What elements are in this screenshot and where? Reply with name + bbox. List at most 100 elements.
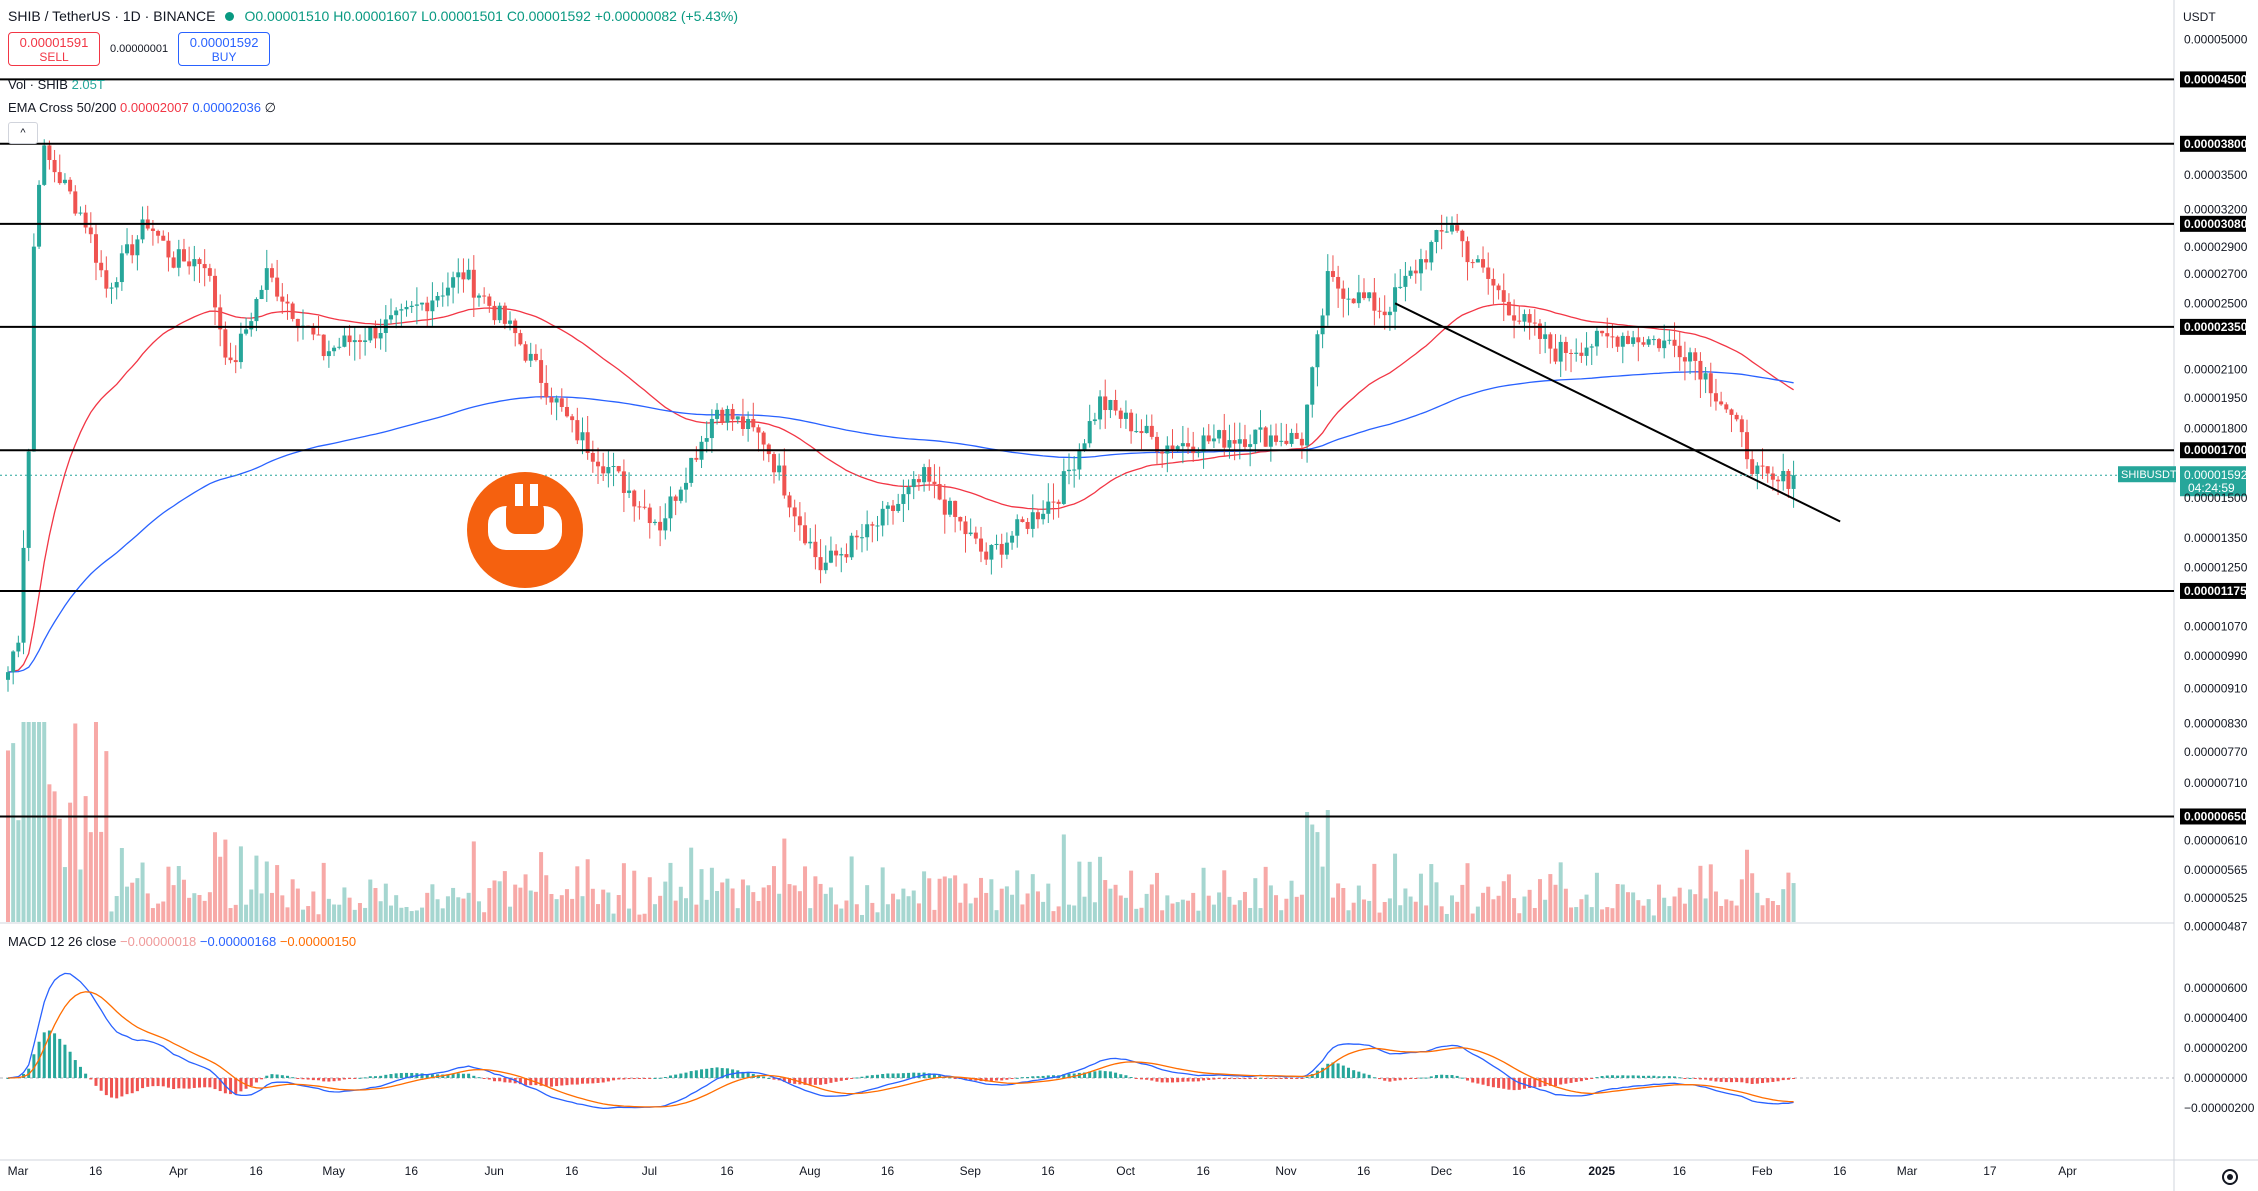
- volume-bar: [11, 743, 16, 922]
- volume-bar: [1719, 905, 1724, 922]
- candle-body: [1553, 348, 1558, 362]
- macd-legend[interactable]: MACD 12 26 close −0.00000018 −0.00000168…: [8, 934, 356, 949]
- time-tick-label: 2025: [1588, 1164, 1615, 1178]
- candle-body: [1755, 465, 1760, 474]
- volume-bar: [611, 913, 616, 922]
- volume-bar: [233, 904, 238, 922]
- volume-bar: [440, 908, 445, 922]
- macd-hist-bar: [156, 1078, 160, 1087]
- candle-body: [585, 432, 590, 454]
- macd-hist-bar: [1704, 1078, 1708, 1080]
- price-tick-label: 0.00000990: [2184, 649, 2248, 663]
- volume-bar: [373, 888, 378, 922]
- volume-bar: [181, 879, 186, 922]
- macd-hist-bar: [311, 1078, 315, 1081]
- candle-body: [83, 212, 88, 228]
- candle-body: [1501, 290, 1506, 302]
- candle-body: [156, 230, 161, 236]
- candle-body: [658, 521, 663, 531]
- candle-body: [435, 295, 440, 301]
- volume-bar: [854, 904, 859, 922]
- settings-gear-icon[interactable]: [2222, 1169, 2238, 1185]
- candle-body: [1305, 404, 1310, 446]
- candle-body: [264, 268, 269, 290]
- candle-body: [549, 397, 554, 403]
- volume-legend[interactable]: Vol · SHIB 2.05T: [8, 77, 105, 92]
- candle-body: [1579, 352, 1584, 356]
- volume-bar: [813, 876, 818, 922]
- volume-bar: [1077, 861, 1082, 922]
- volume-bar: [1346, 910, 1351, 922]
- macd-hist-bar: [1585, 1078, 1589, 1080]
- macd-hist-bar: [1403, 1078, 1407, 1080]
- candle-body: [1315, 334, 1320, 368]
- macd-hist-bar: [130, 1078, 134, 1094]
- candle-body: [16, 642, 21, 652]
- candle-body: [425, 302, 430, 312]
- macd-tick-label: 0.00000400: [2184, 1011, 2248, 1025]
- collapse-legend-button[interactable]: ^: [8, 122, 38, 144]
- volume-bar: [156, 903, 161, 922]
- candle-body: [1061, 471, 1066, 504]
- macd-hist-bar: [166, 1078, 170, 1088]
- candle-body: [1010, 535, 1015, 543]
- macd-hist-bar: [844, 1078, 848, 1081]
- volume-bar: [1356, 885, 1361, 922]
- volume-bar: [1672, 896, 1677, 922]
- volume-bar: [564, 889, 569, 922]
- candle-body: [1123, 412, 1128, 419]
- volume-bar: [1362, 899, 1367, 922]
- sell-button[interactable]: 0.00001591 SELL: [8, 32, 100, 66]
- currency-label[interactable]: USDT: [2183, 10, 2216, 24]
- volume-bar: [306, 906, 311, 922]
- symbol-title[interactable]: SHIB / TetherUS · 1D · BINANCE: [8, 8, 216, 24]
- volume-bar: [684, 898, 689, 922]
- macd-hist-bar: [782, 1078, 786, 1082]
- macd-hist-bar: [1103, 1071, 1107, 1078]
- candle-body: [332, 347, 337, 352]
- candle-body: [295, 318, 300, 328]
- macd-hist-bar: [1155, 1078, 1159, 1082]
- candle-body: [1786, 470, 1791, 489]
- macd-hist-bar: [1605, 1075, 1609, 1078]
- candle-body: [404, 306, 409, 310]
- macd-hist-bar: [285, 1075, 289, 1078]
- macd-hist-bar: [570, 1078, 574, 1085]
- volume-bar: [1708, 864, 1713, 922]
- volume-bar: [1563, 888, 1568, 922]
- buy-button[interactable]: 0.00001592 BUY: [178, 32, 271, 66]
- macd-hist-bar: [1786, 1078, 1790, 1080]
- volume-bar: [47, 784, 52, 922]
- candle-body: [740, 416, 745, 429]
- macd-hist-bar: [953, 1078, 957, 1079]
- macd-hist-bar: [368, 1076, 372, 1078]
- macd-hist-bar: [1662, 1076, 1666, 1078]
- candle-body: [1745, 432, 1750, 460]
- time-tick-label: 16: [405, 1164, 419, 1178]
- volume-bar: [1336, 883, 1341, 922]
- ema-legend[interactable]: EMA Cross 50/200 0.00002007 0.00002036 ∅: [8, 100, 276, 116]
- volume-bar: [1496, 895, 1501, 922]
- volume-bar: [1237, 900, 1242, 922]
- macd-hist-bar: [1724, 1078, 1728, 1083]
- volume-bar: [647, 877, 652, 922]
- spread-value: 0.00000001: [110, 43, 169, 55]
- macd-hist-bar: [1517, 1078, 1521, 1090]
- volume-bar: [911, 890, 916, 922]
- macd-hist-bar: [1621, 1075, 1625, 1078]
- candle-body: [1398, 286, 1403, 288]
- candle-body: [1444, 231, 1449, 233]
- volume-bar: [761, 887, 766, 922]
- volume-bar: [1543, 899, 1548, 922]
- volume-bar: [497, 881, 502, 922]
- candle-body: [502, 305, 507, 324]
- macd-hist-bar: [1673, 1076, 1677, 1078]
- macd-hist-bar: [694, 1070, 698, 1078]
- macd-hist-bar: [1181, 1078, 1185, 1082]
- candle-body: [1186, 443, 1191, 447]
- candle-body: [849, 535, 854, 558]
- volume-bar: [1315, 832, 1320, 922]
- candle-body: [311, 326, 316, 335]
- macd-hist-bar: [1062, 1074, 1066, 1078]
